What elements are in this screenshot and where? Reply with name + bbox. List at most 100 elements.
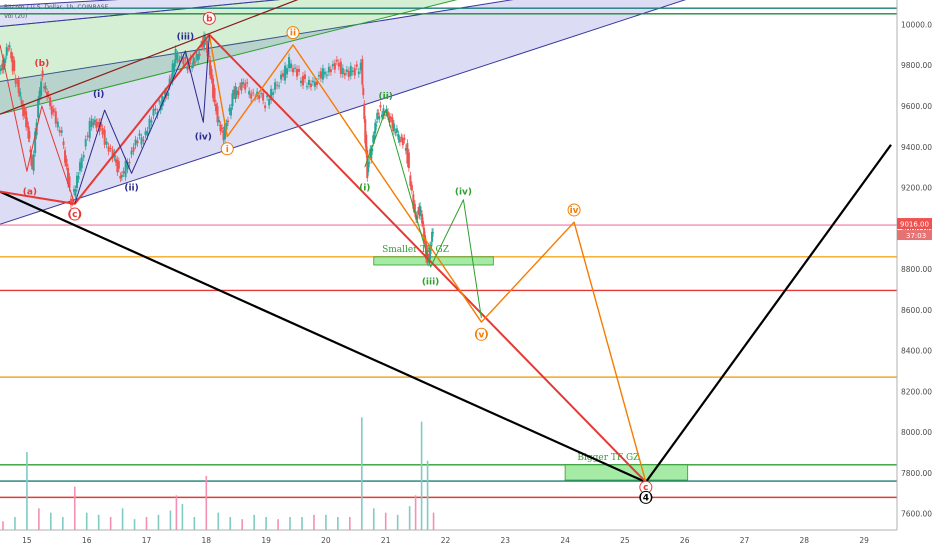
volume-indicator-label: Vol (20) bbox=[4, 13, 27, 20]
candle-body bbox=[58, 130, 61, 133]
candle-body bbox=[357, 71, 360, 75]
candle-body bbox=[41, 70, 44, 77]
candle-body bbox=[170, 77, 173, 79]
volume-bar-38 bbox=[426, 460, 429, 530]
candle-body bbox=[349, 65, 352, 76]
candle-body bbox=[364, 119, 367, 144]
volume-bar-11 bbox=[133, 519, 136, 530]
candle-body bbox=[221, 127, 224, 130]
wave-label-13: (iv) bbox=[455, 188, 472, 198]
volume-bar-3 bbox=[38, 508, 40, 530]
candle-body bbox=[92, 122, 95, 125]
candle-body bbox=[116, 159, 119, 173]
channel-fill-0 bbox=[0, 0, 685, 225]
x-tick-label-8: 23 bbox=[501, 536, 511, 545]
candle-body bbox=[280, 74, 283, 80]
candle-body bbox=[362, 88, 365, 96]
wave-label-ring-15 bbox=[474, 327, 488, 341]
candle-body bbox=[171, 63, 174, 82]
candle-body bbox=[67, 167, 70, 184]
x-tick-label-6: 21 bbox=[381, 536, 391, 545]
volume-bar-10 bbox=[121, 508, 124, 530]
candle-body bbox=[184, 56, 187, 59]
candle-body bbox=[194, 61, 197, 63]
candle-body bbox=[144, 131, 147, 135]
candle-body bbox=[46, 91, 49, 98]
candle-body bbox=[391, 117, 394, 128]
candle-body bbox=[107, 146, 110, 152]
candle-body bbox=[77, 175, 80, 180]
current-price-value: 9016.00 bbox=[900, 221, 929, 229]
candle-body bbox=[388, 116, 391, 123]
candle-body bbox=[101, 128, 104, 135]
candle-body bbox=[32, 154, 35, 171]
candle-body bbox=[215, 103, 218, 112]
candle-body bbox=[294, 67, 297, 69]
volume-bar-30 bbox=[349, 517, 351, 530]
channel-upper-line-0 bbox=[0, 0, 514, 83]
candle-body bbox=[286, 68, 289, 75]
candle-body bbox=[226, 120, 229, 123]
candle-body bbox=[337, 62, 340, 67]
volume-bar-15 bbox=[175, 495, 178, 530]
candle-body bbox=[246, 82, 249, 84]
x-tick-label-2: 17 bbox=[142, 536, 152, 545]
x-tick-label-7: 22 bbox=[441, 536, 451, 545]
y-tick-label-5: 8600.00 bbox=[901, 306, 932, 315]
wave-label-17: (4) bbox=[639, 493, 654, 503]
candle-body bbox=[71, 200, 74, 203]
candle-body bbox=[274, 82, 277, 90]
candle-body bbox=[25, 111, 28, 128]
candle-body bbox=[136, 140, 139, 144]
volume-bar-5 bbox=[61, 517, 64, 530]
candle-body bbox=[242, 82, 245, 85]
candle-body bbox=[165, 93, 168, 96]
candle-body bbox=[209, 59, 212, 76]
wave-label-ring-7 bbox=[202, 11, 216, 25]
candle-body bbox=[427, 258, 430, 263]
wave-label-10: (i) bbox=[359, 184, 370, 194]
candle-body bbox=[374, 122, 377, 134]
candle-body bbox=[213, 87, 216, 103]
volume-bar-7 bbox=[85, 512, 88, 530]
candle-body bbox=[420, 210, 423, 213]
volume-bar-29 bbox=[337, 517, 339, 530]
candle-body bbox=[13, 60, 16, 71]
wave-path-navy bbox=[74, 34, 210, 204]
candle-body bbox=[270, 88, 273, 101]
candle-body bbox=[178, 59, 181, 63]
candle-body bbox=[386, 111, 389, 117]
candle-body bbox=[64, 150, 67, 163]
y-tick-label-2: 8000.00 bbox=[901, 428, 932, 437]
candle-body bbox=[325, 74, 328, 76]
zone-label-1: Bigger TF GZ bbox=[577, 453, 639, 463]
countdown-value: 37:03 bbox=[906, 232, 926, 240]
candle-body bbox=[210, 69, 213, 80]
candle-body bbox=[290, 63, 293, 69]
candle-body bbox=[191, 65, 194, 69]
candle-body bbox=[383, 114, 386, 116]
candle-body bbox=[50, 106, 53, 115]
candle-body bbox=[305, 86, 308, 88]
candle-body bbox=[142, 139, 145, 141]
trend-line-0 bbox=[0, 0, 299, 115]
candle-body bbox=[298, 69, 300, 72]
candle-body bbox=[272, 92, 275, 95]
candle-body bbox=[37, 99, 40, 118]
candle-body bbox=[323, 71, 326, 75]
candle-body bbox=[19, 91, 22, 97]
y-tick-label-6: 8800.00 bbox=[901, 265, 932, 274]
wave-label-9: ii bbox=[290, 29, 296, 39]
trend-line-2 bbox=[644, 144, 892, 483]
wave-label-15: (v) bbox=[474, 330, 488, 340]
candle-body bbox=[232, 89, 235, 96]
candle-body bbox=[237, 90, 240, 96]
candle-body bbox=[401, 138, 404, 146]
candle-body bbox=[238, 86, 241, 88]
candle-body bbox=[412, 194, 415, 209]
candle-body bbox=[65, 159, 68, 167]
candle-body bbox=[17, 79, 20, 93]
wave-label-6: (iv) bbox=[195, 133, 212, 143]
candle-body bbox=[309, 83, 312, 88]
